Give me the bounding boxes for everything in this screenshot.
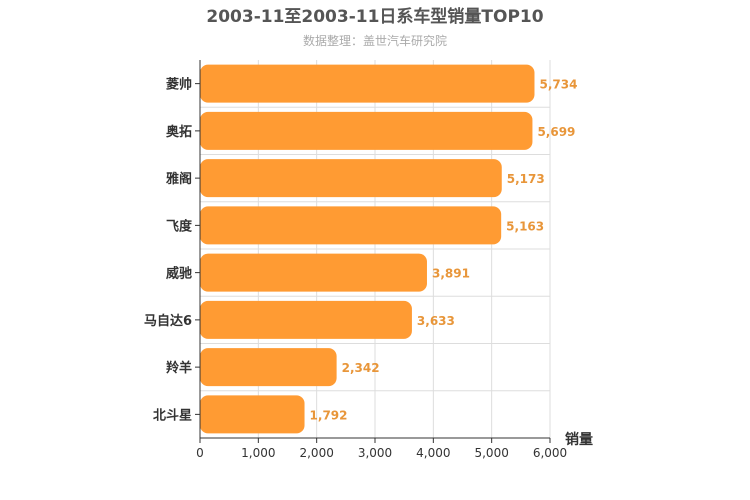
value-label: 5,163 [506,219,544,233]
value-label: 3,633 [417,314,455,328]
x-tick-label: 1,000 [241,446,275,460]
labels: 0 1,000 2,000 3,000 4,000 5,000 6,000 菱帅 5,734 奥拓… [144,77,577,460]
category-label: 威驰 [166,266,192,282]
x-tick-label: 3,000 [358,446,392,460]
bar [200,395,305,434]
category-label: 马自达6 [144,313,192,329]
bar [200,111,533,150]
category-label: 雅阁 [166,171,192,187]
bars [200,64,535,434]
value-label: 5,734 [539,78,577,92]
value-label: 5,699 [537,125,575,139]
bar [200,159,502,198]
chart-subtitle: 数据整理：盖世汽车研究院 [303,33,447,48]
bar [200,253,427,292]
value-label: 2,342 [342,361,380,375]
x-tick-label: 0 [196,446,204,460]
x-axis-title: 销量 [565,431,593,448]
category-label: 菱帅 [166,77,192,93]
category-label: 奥拓 [166,124,192,140]
value-label: 1,792 [310,408,348,422]
x-tick-label: 6,000 [533,446,567,460]
bar [200,348,337,387]
x-tick-label: 5,000 [474,446,508,460]
chart-title: 2003-11至2003-11日系车型销量TOP10 [206,6,543,27]
bar [200,300,412,339]
category-label: 羚羊 [166,360,192,376]
value-label: 3,891 [432,267,470,281]
bar [200,206,502,245]
category-label: 飞度 [166,218,193,234]
bar [200,64,535,103]
x-tick-label: 4,000 [416,446,450,460]
value-label: 5,173 [507,172,545,186]
category-label: 北斗星 [153,408,192,423]
x-tick-label: 2,000 [299,446,333,460]
